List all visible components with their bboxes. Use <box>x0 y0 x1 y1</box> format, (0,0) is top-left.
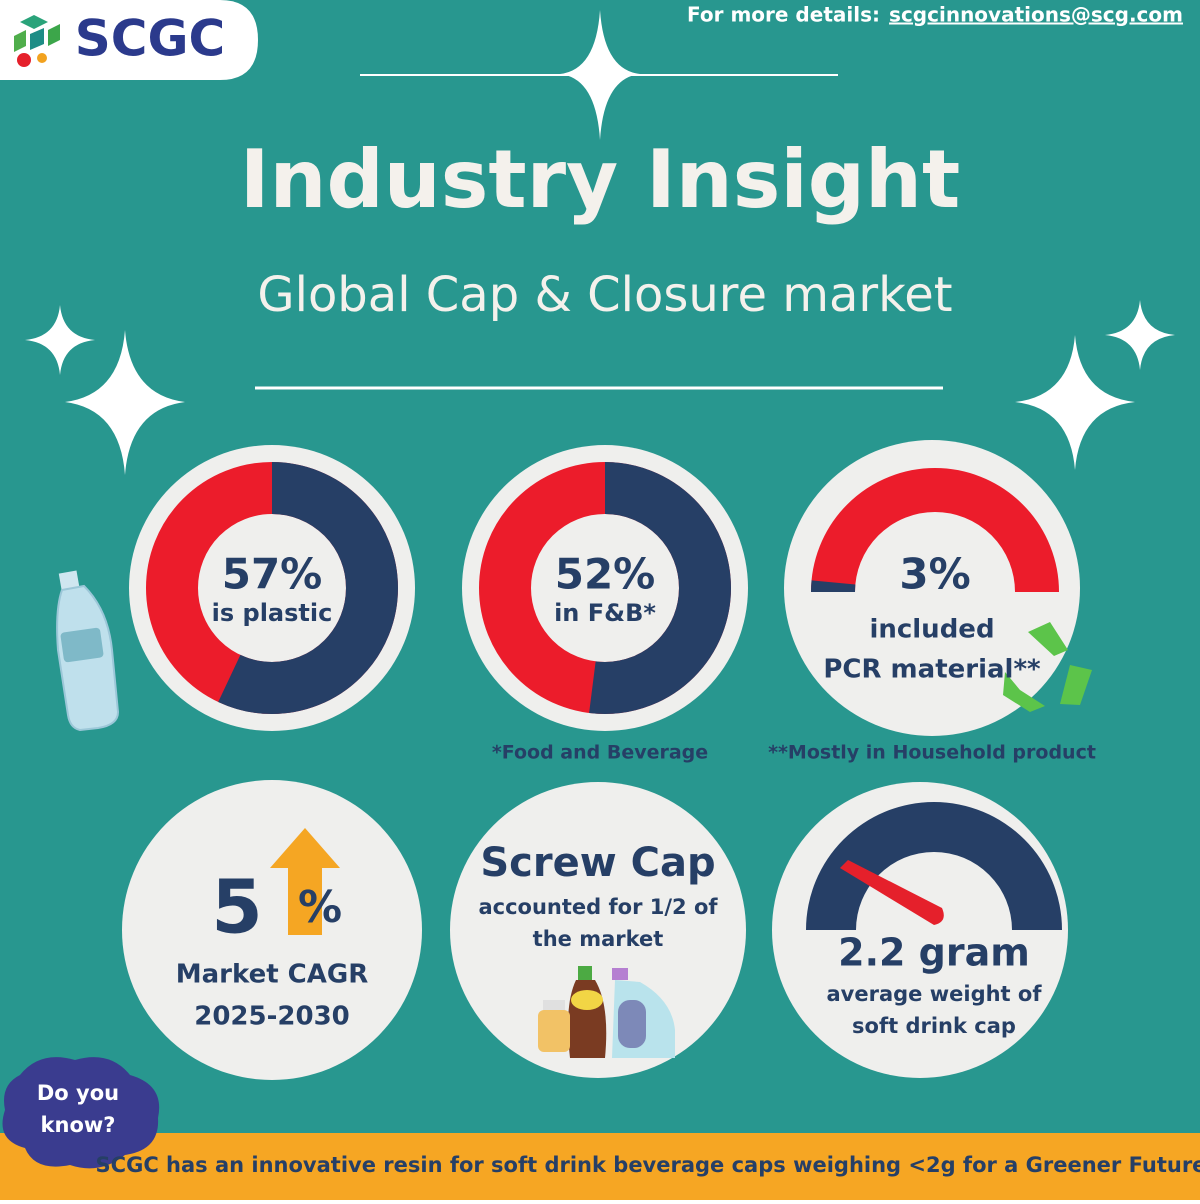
weight-value: 2.2 gram <box>838 931 1030 975</box>
cagr-unit: % <box>298 882 342 933</box>
badge-text: Do you <box>37 1081 119 1105</box>
contact-prefix: For more details: <box>687 3 880 27</box>
screw-caption: accounted for 1/2 of <box>478 895 718 919</box>
stat-value: 3% <box>899 550 970 599</box>
stat-caption: in F&B* <box>554 599 656 627</box>
stat-caption: PCR material** <box>823 655 1041 685</box>
cagr-number: 5 <box>211 865 263 951</box>
cagr-caption: Market CAGR <box>176 960 369 990</box>
screw-caption: the market <box>533 927 664 951</box>
screw-heading: Screw Cap <box>480 840 715 886</box>
weight-caption: soft drink cap <box>852 1014 1016 1038</box>
brand: SCGC <box>75 10 225 68</box>
footnote: **Mostly in Household product <box>768 742 1096 764</box>
footnote: *Food and Beverage <box>492 742 708 764</box>
stat-value: 57% <box>222 550 323 599</box>
stat-value: 52% <box>555 550 656 599</box>
badge-text: know? <box>41 1113 116 1137</box>
title: Industry Insight <box>240 133 960 226</box>
subtitle: Global Cap & Closure market <box>257 267 952 323</box>
stat-caption: included <box>869 615 994 645</box>
stat-caption: is plastic <box>212 599 333 627</box>
cagr-caption: 2025-2030 <box>194 1002 350 1032</box>
weight-caption: average weight of <box>827 982 1043 1006</box>
card-circle <box>122 780 422 1080</box>
footer-text: SCGC has an innovative resin for soft dr… <box>96 1153 1200 1177</box>
contact-email[interactable]: scgcinnovations@scg.com <box>889 3 1183 27</box>
